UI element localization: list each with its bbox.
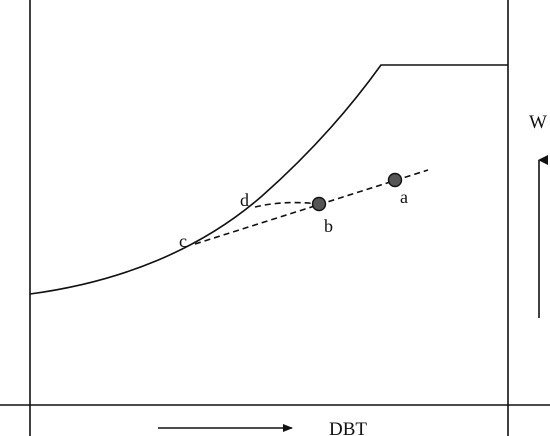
point-label-c: c bbox=[179, 231, 187, 251]
w-axis-label: W bbox=[529, 112, 547, 133]
process-line-d-to-b bbox=[254, 201, 319, 208]
dbt-axis-label: DBT bbox=[329, 419, 367, 436]
saturation-curve bbox=[29, 64, 508, 295]
state-point-b-marker bbox=[311, 196, 327, 212]
point-label-b: b bbox=[324, 216, 333, 236]
point-label-a: a bbox=[400, 187, 408, 207]
state-point-a-marker bbox=[387, 172, 403, 188]
point-label-d: d bbox=[240, 190, 249, 210]
